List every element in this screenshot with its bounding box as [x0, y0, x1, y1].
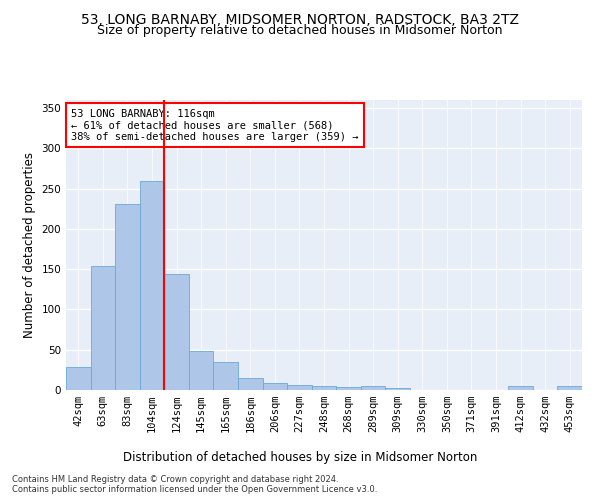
Y-axis label: Number of detached properties: Number of detached properties [23, 152, 36, 338]
Text: Distribution of detached houses by size in Midsomer Norton: Distribution of detached houses by size … [123, 451, 477, 464]
Text: Size of property relative to detached houses in Midsomer Norton: Size of property relative to detached ho… [97, 24, 503, 37]
Bar [140, 180, 164, 390]
Bar [361, 386, 385, 390]
Bar [238, 378, 263, 390]
Bar [164, 274, 189, 390]
Bar [557, 386, 582, 390]
Bar [336, 387, 361, 390]
Bar [66, 368, 91, 390]
Text: 53, LONG BARNABY, MIDSOMER NORTON, RADSTOCK, BA3 2TZ: 53, LONG BARNABY, MIDSOMER NORTON, RADST… [81, 12, 519, 26]
Bar [385, 388, 410, 390]
Bar [287, 385, 312, 390]
Text: 53 LONG BARNABY: 116sqm
← 61% of detached houses are smaller (568)
38% of semi-d: 53 LONG BARNABY: 116sqm ← 61% of detache… [71, 108, 359, 142]
Bar [508, 386, 533, 390]
Bar [91, 266, 115, 390]
Text: Contains HM Land Registry data © Crown copyright and database right 2024.
Contai: Contains HM Land Registry data © Crown c… [12, 474, 377, 494]
Bar [214, 362, 238, 390]
Bar [189, 350, 214, 390]
Bar [115, 204, 140, 390]
Bar [312, 386, 336, 390]
Bar [263, 383, 287, 390]
